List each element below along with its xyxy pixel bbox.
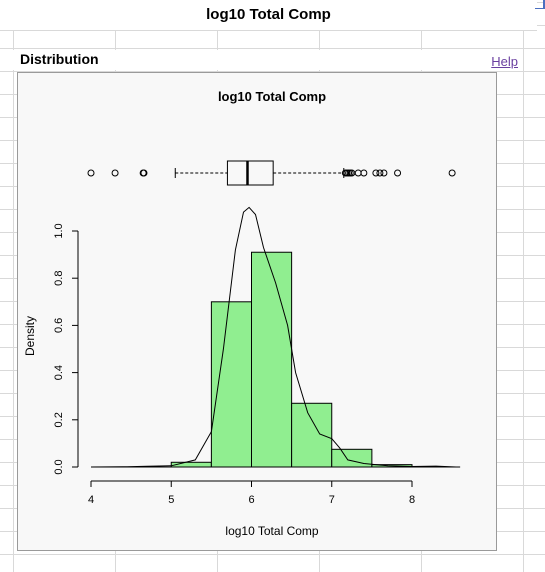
y-tick-label: 0.8 [53,271,65,286]
boxplot-outlier [380,169,388,177]
histogram-boxplot-chart: log10 Total Comp log10 Total Comp Densit… [23,89,461,538]
boxplot-outlier [140,169,148,177]
boxplot-outlier [111,169,119,177]
y-tick-label: 0.2 [53,412,65,427]
histogram-bar [210,301,252,468]
boxplot-outlier [354,169,362,177]
boxplot-outlier [360,169,368,177]
chart-title: log10 Total Comp [218,89,326,104]
x-axis-label: log10 Total Comp [225,524,318,538]
histogram-bar [331,448,373,468]
help-link[interactable]: Help [491,54,518,69]
x-tick-label: 4 [88,494,94,506]
boxplot-outlier [394,169,402,177]
x-tick-label: 5 [168,494,174,506]
x-tick-label: 7 [329,494,335,506]
section-header: Distribution Help [13,50,523,70]
x-tick-label: 8 [409,494,415,506]
boxplot-box [226,160,274,186]
histogram-bar [291,402,333,468]
section-title: Distribution [20,51,99,67]
x-tick-label: 6 [248,494,254,506]
density-curve [90,206,457,468]
boxplot-outlier [372,169,380,177]
density-curve-group [90,206,457,468]
y-tick-label: 0.4 [53,365,65,380]
boxplot-outlier [87,169,95,177]
window-corner-marker [535,0,545,9]
histogram-bar [251,251,293,468]
histogram-bars [170,251,413,468]
boxplot-outlier [376,169,384,177]
y-tick-label: 0.6 [53,318,65,333]
boxplot [87,160,456,186]
y-tick-label: 0.0 [53,459,65,474]
distribution-plot-panel: log10 Total Comp log10 Total Comp Densit… [17,72,497,551]
page-title: log10 Total Comp [206,6,331,23]
y-tick-label: 1.0 [53,223,65,238]
axes: 4 5 6 7 8 0.0 0.2 0.4 0.6 0.8 1.0 [53,223,461,506]
page-header: log10 Total Comp [0,0,537,31]
boxplot-outlier [448,169,456,177]
y-axis-label: Density [23,316,37,356]
